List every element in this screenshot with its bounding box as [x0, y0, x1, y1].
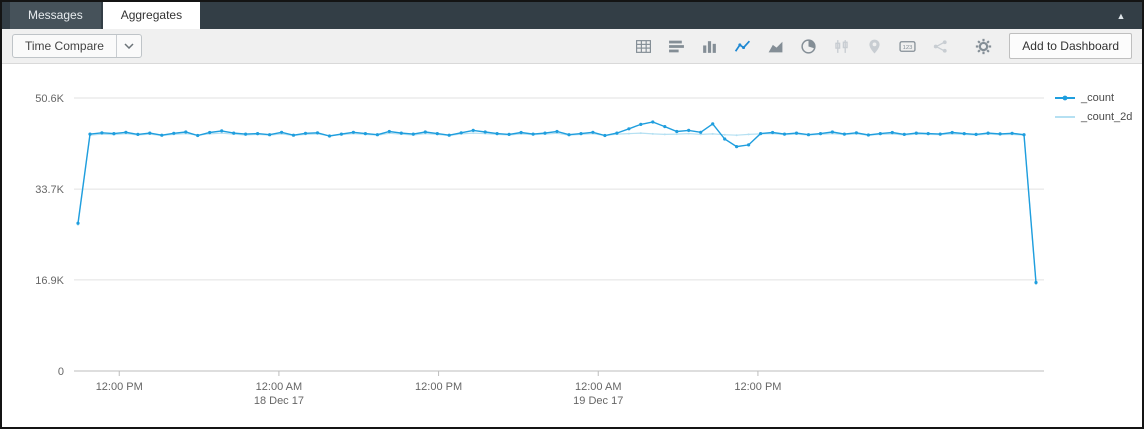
map-pin-icon [869, 39, 880, 53]
table-icon [635, 39, 651, 53]
aggregates-line-chart[interactable]: 0 16.9K 33.7K 50.6K 12:00 PM 12:00 AM 18 Dec 1… [2, 64, 1142, 427]
svg-text:12:00 PM: 12:00 PM [415, 381, 462, 393]
legend-swatch-count [1055, 95, 1075, 101]
single-value-button[interactable]: 123 [895, 34, 919, 58]
box-plot-button[interactable] [829, 34, 853, 58]
aggregates-toolbar: Time Compare [2, 29, 1142, 64]
svg-text:16.9K: 16.9K [35, 275, 64, 287]
svg-text:12:00 PM: 12:00 PM [96, 381, 143, 393]
results-tab-bar: Messages Aggregates ▲ [2, 2, 1142, 29]
collapse-arrow-icon: ▲ [1116, 10, 1126, 21]
svg-text:50.6K: 50.6K [35, 93, 64, 105]
svg-text:123: 123 [902, 45, 912, 51]
transaction-branch-icon [933, 39, 947, 53]
collapse-panel-button[interactable]: ▲ [1100, 2, 1142, 29]
chart-settings-button[interactable] [971, 34, 995, 58]
line-chart-button[interactable] [730, 34, 754, 58]
tab-aggregates[interactable]: Aggregates [102, 2, 201, 29]
svg-text:12:00 PM: 12:00 PM [734, 381, 781, 393]
area-chart-icon [768, 41, 783, 52]
svg-text:0: 0 [58, 366, 64, 378]
column-chart-icon [702, 40, 716, 53]
svg-text:19 Dec 17: 19 Dec 17 [573, 395, 623, 407]
legend-label-count-2d: _count_2d [1081, 111, 1133, 123]
svg-text:12:00 AM: 12:00 AM [575, 381, 621, 393]
chart-type-icon-group: 123 [631, 34, 995, 58]
pie-chart-button[interactable] [796, 34, 820, 58]
time-compare-dropdown-button[interactable] [115, 35, 141, 57]
time-compare-split-button: Time Compare [12, 34, 142, 58]
time-compare-button[interactable]: Time Compare [13, 35, 116, 57]
aggregates-chart-panel: 0 16.9K 33.7K 50.6K 12:00 PM 12:00 AM 18 Dec 1… [2, 64, 1142, 427]
chevron-down-icon [124, 43, 134, 49]
column-chart-button[interactable] [697, 34, 721, 58]
add-to-dashboard-button[interactable]: Add to Dashboard [1009, 33, 1132, 59]
area-chart-button[interactable] [763, 34, 787, 58]
box-plot-icon [835, 39, 848, 53]
bar-chart-horizontal-icon [668, 40, 684, 52]
settings-gear-icon [975, 38, 991, 54]
chart-legend: _count _count_2d [1054, 92, 1132, 123]
table-view-button[interactable] [631, 34, 655, 58]
line-chart-icon [734, 40, 750, 52]
legend-label-count: _count [1081, 92, 1115, 104]
svg-text:18 Dec 17: 18 Dec 17 [254, 395, 304, 407]
svg-text:12:00 AM: 12:00 AM [256, 381, 302, 393]
legend-item-count-2d[interactable]: _count_2d [1054, 111, 1132, 123]
legend-item-count[interactable]: _count [1054, 92, 1132, 104]
legend-swatch-count-2d [1055, 116, 1075, 118]
bar-chart-horizontal-button[interactable] [664, 34, 688, 58]
tab-messages[interactable]: Messages [10, 2, 101, 29]
transaction-button[interactable] [928, 34, 952, 58]
single-value-icon: 123 [899, 40, 916, 52]
map-button[interactable] [862, 34, 886, 58]
svg-text:33.7K: 33.7K [35, 184, 64, 196]
pie-chart-icon [801, 38, 816, 54]
